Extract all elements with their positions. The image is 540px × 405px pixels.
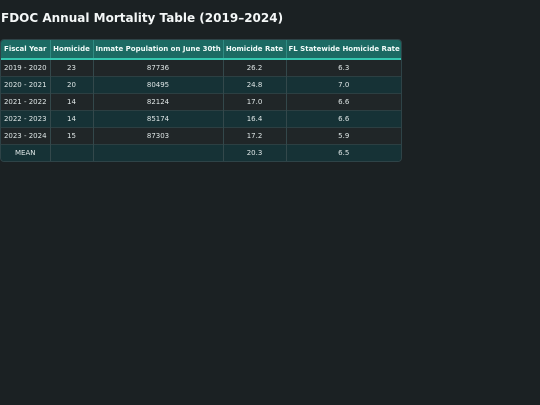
- cell-homicide-rate: 17.2: [223, 127, 287, 145]
- cell-homicide-rate: 17.0: [223, 93, 287, 111]
- cell-inmate-population: 87736: [93, 58, 224, 77]
- cell-fiscal-year: 2019 - 2020: [1, 58, 51, 77]
- cell-mean-label: MEAN: [1, 144, 51, 161]
- column-header-homicide-rate[interactable]: Homicide Rate: [223, 40, 287, 60]
- cell-inmate-population: [93, 144, 224, 161]
- cell-fiscal-year: 2022 - 2023: [1, 110, 51, 128]
- cell-mean-fl-statewide-rate: 6.5: [286, 144, 401, 161]
- cell-fiscal-year: 2023 - 2024: [1, 127, 51, 145]
- cell-fl-statewide-rate: 6.6: [286, 110, 401, 128]
- cell-homicide: 14: [50, 110, 94, 128]
- cell-homicide-rate: 26.2: [223, 58, 287, 77]
- cell-fiscal-year: 2020 - 2021: [1, 76, 51, 94]
- cell-fl-statewide-rate: 7.0: [286, 76, 401, 94]
- cell-homicide: 23: [50, 58, 94, 77]
- column-header-homicide[interactable]: Homicide: [50, 40, 94, 60]
- column-header-fiscal-year[interactable]: Fiscal Year: [1, 40, 51, 60]
- cell-fl-statewide-rate: 6.3: [286, 58, 401, 77]
- table-row: 2019 - 2020 23 87736 26.2 6.3: [1, 58, 401, 77]
- cell-homicide-rate: 16.4: [223, 110, 287, 128]
- mortality-table-container: Fiscal Year Homicide Inmate Population o…: [0, 39, 402, 162]
- cell-fiscal-year: 2021 - 2022: [1, 93, 51, 111]
- table-header-row: Fiscal Year Homicide Inmate Population o…: [1, 40, 401, 60]
- page-title: FDOC Annual Mortality Table (2019–2024): [1, 11, 284, 25]
- cell-homicide: [50, 144, 94, 161]
- table-row: 2021 - 2022 14 82124 17.0 6.6: [1, 93, 401, 111]
- table-row-mean: MEAN 20.3 6.5: [1, 144, 401, 161]
- cell-homicide: 14: [50, 93, 94, 111]
- table-row: 2023 - 2024 15 87303 17.2 5.9: [1, 127, 401, 145]
- cell-fl-statewide-rate: 6.6: [286, 93, 401, 111]
- cell-inmate-population: 85174: [93, 110, 224, 128]
- cell-homicide: 15: [50, 127, 94, 145]
- mortality-table: Fiscal Year Homicide Inmate Population o…: [1, 40, 401, 161]
- cell-inmate-population: 87303: [93, 127, 224, 145]
- column-header-fl-statewide-homicide-rate[interactable]: FL Statewide Homicide Rate: [286, 40, 401, 60]
- table-row: 2020 - 2021 20 80495 24.8 7.0: [1, 76, 401, 94]
- cell-homicide-rate: 24.8: [223, 76, 287, 94]
- cell-fl-statewide-rate: 5.9: [286, 127, 401, 145]
- cell-inmate-population: 80495: [93, 76, 224, 94]
- cell-mean-homicide-rate: 20.3: [223, 144, 287, 161]
- column-header-inmate-population[interactable]: Inmate Population on June 30th: [93, 40, 224, 60]
- cell-homicide: 20: [50, 76, 94, 94]
- cell-inmate-population: 82124: [93, 93, 224, 111]
- table-row: 2022 - 2023 14 85174 16.4 6.6: [1, 110, 401, 128]
